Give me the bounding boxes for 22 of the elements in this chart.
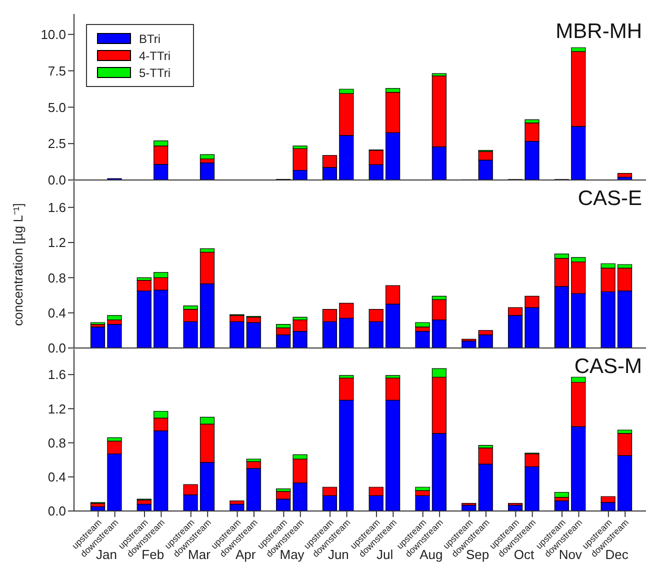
legend-label: 4-TTri bbox=[139, 48, 171, 62]
y-tick-label: 2.5 bbox=[48, 136, 66, 152]
y-tick-label: 0.0 bbox=[48, 504, 66, 519]
chart-title: MBR-MH bbox=[556, 20, 642, 44]
y-tick-label: 1.2 bbox=[48, 235, 66, 250]
y-tick-label: 0.8 bbox=[48, 435, 66, 450]
chart-title: CAS-M bbox=[574, 355, 642, 379]
y-tick-label: 5.0 bbox=[48, 100, 66, 115]
y-axis-title: concentration [µg L⁻¹] bbox=[10, 203, 26, 326]
y-tick-label: 1.6 bbox=[48, 200, 66, 215]
legend-label: 5-TTri bbox=[139, 66, 171, 80]
y-tick-label: 1.2 bbox=[48, 401, 66, 416]
chart-title: CAS-E bbox=[578, 187, 642, 211]
y-tick-label: 10.0 bbox=[40, 27, 66, 42]
y-tick-label: 7.5 bbox=[48, 63, 66, 78]
y-tick-label: 0.4 bbox=[48, 470, 66, 485]
legend-label: BTri bbox=[139, 32, 161, 46]
y-tick-label: 1.6 bbox=[48, 367, 66, 382]
y-tick-label: 0.4 bbox=[48, 305, 66, 320]
y-tick-label: 0.0 bbox=[48, 172, 66, 188]
y-tick-label: 0.8 bbox=[48, 270, 66, 286]
y-tick-label: 0.0 bbox=[48, 340, 66, 356]
